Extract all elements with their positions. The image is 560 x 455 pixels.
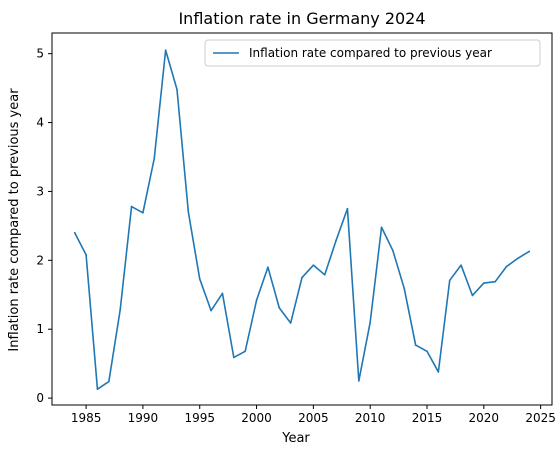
- data-point: [323, 274, 326, 276]
- data-point: [187, 211, 190, 213]
- x-axis-label: Year: [281, 431, 310, 446]
- data-point: [289, 322, 292, 324]
- data-point: [278, 307, 281, 309]
- x-tick-label: 2010: [355, 411, 386, 425]
- x-tick-label: 2005: [298, 411, 329, 425]
- data-point: [267, 266, 269, 269]
- data-point: [73, 231, 76, 234]
- data-point: [346, 207, 349, 210]
- data-point: [164, 49, 167, 52]
- legend: Inflation rate compared to previous year: [204, 39, 541, 67]
- data-point: [528, 250, 531, 253]
- data-point: [312, 264, 315, 266]
- series-group: [73, 49, 531, 390]
- axes: [51, 32, 553, 406]
- data-point: [176, 88, 178, 91]
- x-tick-label: 1995: [184, 411, 215, 425]
- data-point: [96, 388, 99, 390]
- data-point: [142, 212, 144, 214]
- data-point: [198, 278, 201, 280]
- data-point: [505, 265, 508, 268]
- data-point: [448, 279, 451, 282]
- y-tick-label: 2: [36, 253, 44, 267]
- data-point: [471, 294, 474, 297]
- y-tick-label: 0: [36, 391, 44, 405]
- y-tick-label: 5: [36, 47, 44, 61]
- data-point: [460, 264, 462, 266]
- data-point: [85, 254, 87, 256]
- legend-box: [204, 39, 541, 67]
- data-point: [426, 350, 428, 353]
- data-point: [403, 287, 406, 290]
- series-line: [73, 49, 531, 390]
- legend-label: Inflation rate compared to previous year: [249, 46, 492, 60]
- data-point: [108, 380, 110, 383]
- data-point: [210, 309, 212, 312]
- chart-title: Inflation rate in Germany 2024: [178, 9, 425, 28]
- data-point: [494, 280, 496, 283]
- data-point: [221, 292, 224, 295]
- y-tick-label: 3: [36, 184, 44, 198]
- x-tick-label: 1985: [71, 411, 102, 425]
- data-point: [380, 226, 383, 229]
- data-point: [414, 344, 417, 346]
- y-axis-label: Inflation rate compared to previous year: [7, 88, 22, 352]
- x-tick-label: 2000: [241, 411, 272, 425]
- x-tick-label: 1990: [128, 411, 159, 425]
- data-point: [244, 350, 246, 353]
- data-point: [517, 257, 519, 260]
- data-point: [392, 249, 394, 252]
- data-point: [301, 276, 303, 279]
- x-tick-label: 2020: [469, 411, 500, 425]
- ticks: 1985 1990 1995 2000 2005 2010 2015 2020 2025 0 1 2 3…: [36, 47, 556, 425]
- data-point: [358, 380, 360, 382]
- data-point: [153, 157, 156, 160]
- data-point: [233, 356, 235, 359]
- data-point: [119, 309, 121, 311]
- data-point: [483, 282, 485, 284]
- x-tick-label: 2015: [412, 411, 443, 425]
- data-point: [255, 299, 258, 302]
- data-point: [335, 239, 337, 242]
- plot-frame: [51, 32, 553, 406]
- x-tick-label: 2025: [525, 411, 556, 425]
- data-point: [369, 321, 371, 324]
- data-point: [130, 205, 133, 208]
- y-tick-label: 4: [36, 116, 44, 130]
- data-point: [437, 371, 440, 373]
- y-tick-label: 1: [36, 322, 44, 336]
